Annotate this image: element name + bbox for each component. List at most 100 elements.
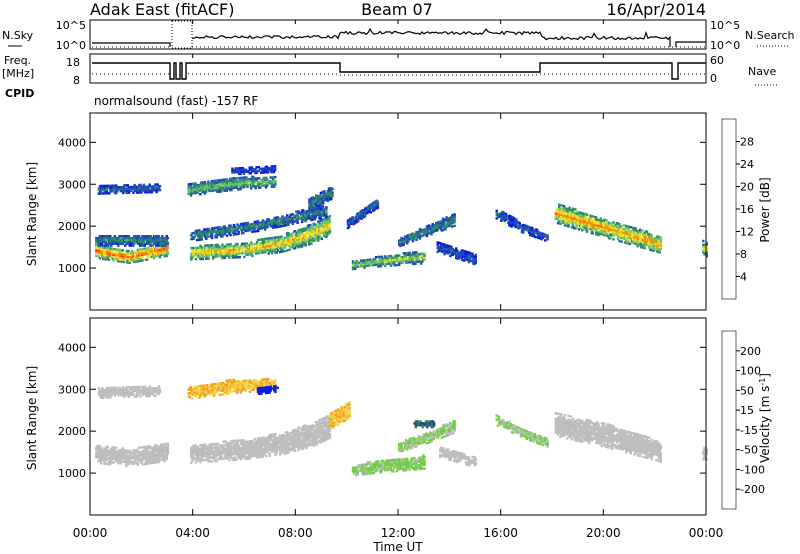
- power-cell: [379, 265, 382, 268]
- power-cell: [125, 191, 128, 195]
- power-cell: [100, 253, 104, 257]
- power-cell: [109, 235, 112, 238]
- power-cell: [271, 178, 275, 181]
- power-cell: [227, 230, 230, 233]
- power-cell: [322, 232, 326, 236]
- velocity-cell: [206, 456, 209, 460]
- power-cell: [464, 252, 467, 255]
- power-cell: [316, 211, 319, 215]
- power-cell: [376, 206, 380, 209]
- power-cell: [102, 248, 105, 251]
- power-cell: [406, 236, 409, 239]
- velocity-cell: [228, 458, 231, 462]
- power-cell: [436, 250, 439, 254]
- velocity-cell: [254, 454, 258, 457]
- power-cell: [141, 244, 144, 247]
- power-cell: [380, 255, 384, 258]
- velocity-cell: [210, 460, 214, 463]
- power-cell: [219, 190, 223, 193]
- power-cell: [246, 229, 250, 232]
- power-cell: [643, 245, 646, 248]
- power-cell: [166, 247, 170, 250]
- power-cell: [231, 181, 234, 184]
- power-cell: [240, 250, 244, 253]
- power-cell: [398, 243, 401, 246]
- power-cell: [242, 246, 245, 249]
- power-cell: [251, 247, 254, 250]
- velocity-cell: [165, 455, 168, 459]
- power-cell: [568, 221, 571, 224]
- velocity-cell: [249, 457, 252, 460]
- velocity-cell: [198, 449, 201, 453]
- power-cell: [289, 213, 292, 216]
- power-cell: [240, 224, 244, 227]
- power-cell: [255, 169, 258, 173]
- power-cell: [197, 185, 201, 188]
- power-cell: [374, 259, 378, 263]
- power-cell: [608, 237, 612, 240]
- velocity-cell: [284, 448, 288, 451]
- power-cell: [240, 242, 244, 246]
- power-cell: [189, 184, 193, 188]
- power-cell: [307, 211, 311, 215]
- power-cell: [254, 226, 258, 229]
- power-cell: [296, 240, 299, 244]
- power-cell: [317, 195, 320, 198]
- power-cell: [149, 244, 152, 247]
- velocity-cell: [198, 447, 201, 451]
- power-cell: [102, 192, 105, 195]
- power-cell: [280, 237, 283, 240]
- power-cell: [128, 259, 131, 263]
- power-cell: [115, 250, 119, 253]
- power-cell: [127, 235, 130, 238]
- power-cell: [611, 224, 614, 227]
- power-cell: [267, 221, 270, 225]
- power-cell: [220, 245, 223, 248]
- power-cell: [232, 184, 235, 188]
- power-cell: [451, 248, 454, 251]
- power-cell: [317, 204, 320, 207]
- power-cell: [307, 209, 311, 213]
- power-cell: [241, 166, 244, 170]
- power-cell: [230, 229, 233, 233]
- power-cell: [272, 219, 275, 222]
- power-cell: [620, 240, 623, 243]
- power-cell: [125, 257, 128, 260]
- power-cell: [389, 256, 393, 260]
- power-cell: [634, 227, 637, 230]
- power-cell: [197, 248, 200, 251]
- power-cell: [355, 216, 359, 220]
- freq-tick-top: 18: [66, 56, 80, 69]
- power-cell: [467, 260, 471, 264]
- power-cell: [261, 251, 265, 254]
- power-cell: [106, 244, 110, 247]
- power-cell: [453, 215, 456, 218]
- power-cell: [416, 236, 419, 239]
- power-cell: [504, 212, 508, 216]
- power-cell: [456, 249, 459, 252]
- power-cell: [149, 236, 152, 240]
- velocity-cell: [229, 449, 232, 452]
- power-cell: [207, 249, 210, 253]
- power-cell: [274, 238, 277, 241]
- power-cell: [376, 204, 380, 207]
- velocity-cell: [194, 461, 198, 464]
- velocity-cell: [230, 439, 233, 443]
- power-cell: [366, 258, 370, 262]
- power-cell: [192, 250, 195, 253]
- power-cell: [611, 232, 614, 235]
- power-cell: [649, 248, 652, 251]
- velocity-cell: [165, 457, 168, 461]
- power-cell: [292, 245, 296, 248]
- power-cell: [354, 265, 357, 269]
- power-cell: [194, 258, 198, 261]
- velocity-cell: [200, 451, 203, 454]
- power-cell: [522, 231, 525, 234]
- power-cell: [324, 217, 327, 220]
- power-cell: [255, 229, 259, 233]
- power-cell: [231, 256, 235, 259]
- power-cell: [104, 240, 107, 243]
- power-cell: [325, 235, 328, 238]
- power-cell: [429, 227, 432, 231]
- velocity-cell: [267, 449, 270, 452]
